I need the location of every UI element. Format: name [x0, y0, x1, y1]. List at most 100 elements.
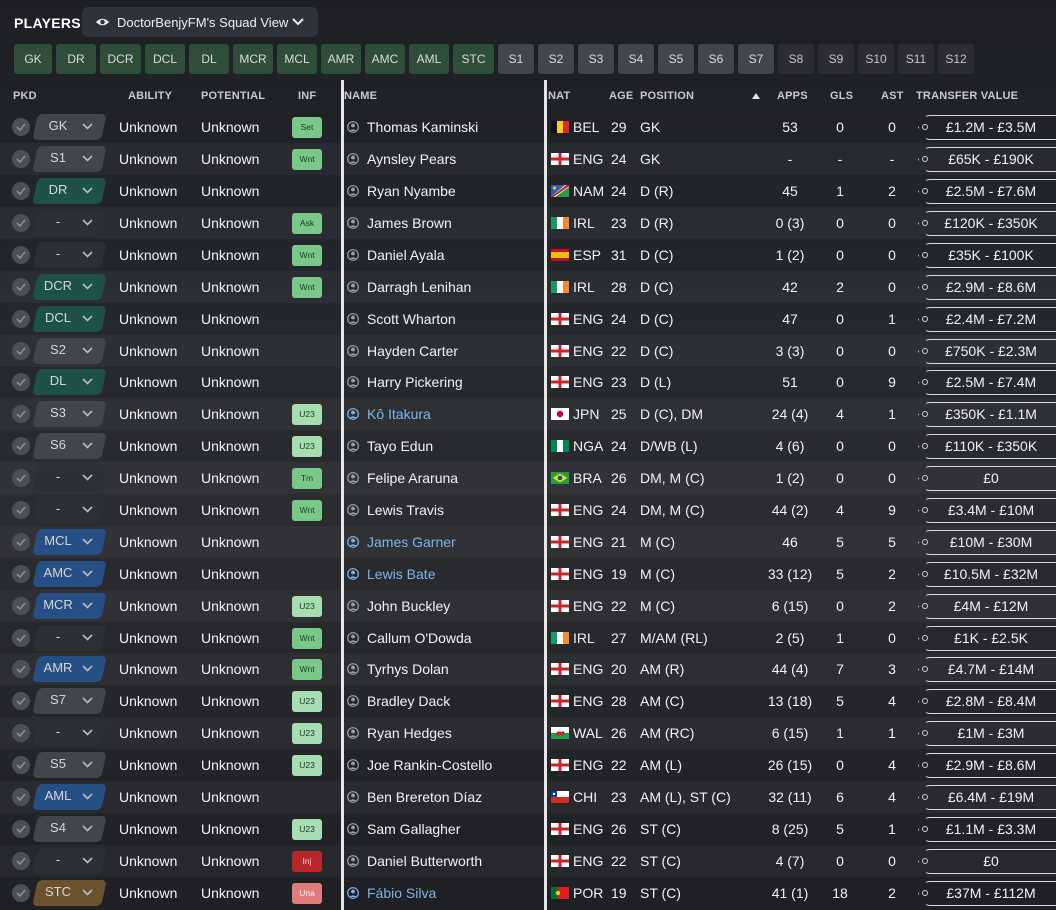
- table-row[interactable]: S4 Unknown Unknown U23 Sam Gallagher ENG 26 ST …: [0, 813, 1056, 845]
- table-row[interactable]: DR Unknown Unknown Ryan Nyambe NAM 24 D (R) 45 1…: [0, 175, 1056, 207]
- transfer-value-tag[interactable]: [918, 594, 1056, 619]
- transfer-value-tag[interactable]: [918, 721, 1056, 746]
- table-row[interactable]: - Unknown Unknown Inj Daniel Butterworth ENG 2…: [0, 845, 1056, 877]
- checkmark-icon[interactable]: [12, 597, 30, 615]
- transfer-value-tag[interactable]: [918, 785, 1056, 810]
- column-header-position[interactable]: POSITION: [640, 90, 695, 102]
- transfer-value-tag[interactable]: [918, 211, 1056, 236]
- tab-s1[interactable]: S1: [498, 44, 534, 74]
- table-row[interactable]: - Unknown Unknown U23 Ryan Hedges WAL 26 AM (RC…: [0, 717, 1056, 749]
- checkmark-icon[interactable]: [12, 692, 30, 710]
- player-name-link[interactable]: Ryan Nyambe: [367, 183, 456, 199]
- column-header-name[interactable]: NAME: [344, 90, 378, 102]
- checkmark-icon[interactable]: [12, 437, 30, 455]
- player-name-link[interactable]: Tayo Edun: [367, 438, 434, 454]
- transfer-value-tag[interactable]: [918, 179, 1056, 204]
- checkmark-icon[interactable]: [12, 246, 30, 264]
- tab-s5[interactable]: S5: [658, 44, 694, 74]
- transfer-value-tag[interactable]: [918, 307, 1056, 332]
- tab-amc[interactable]: AMC: [365, 44, 405, 74]
- checkmark-icon[interactable]: [12, 820, 30, 838]
- player-name-link[interactable]: Felipe Araruna: [367, 470, 459, 486]
- checkmark-icon[interactable]: [12, 118, 30, 136]
- column-header-nat[interactable]: NAT: [548, 90, 571, 102]
- tab-s11[interactable]: S11: [898, 44, 934, 74]
- transfer-value-tag[interactable]: [918, 466, 1056, 491]
- checkmark-icon[interactable]: [12, 405, 30, 423]
- tab-s9[interactable]: S9: [818, 44, 854, 74]
- table-row[interactable]: AMR Unknown Unknown Wnt Tyrhys Dolan ENG 20 AM …: [0, 653, 1056, 685]
- transfer-value-tag[interactable]: [918, 689, 1056, 714]
- tab-stc[interactable]: STC: [453, 44, 494, 74]
- transfer-value-tag[interactable]: [918, 115, 1056, 140]
- player-name-link[interactable]: Callum O'Dowda: [367, 630, 472, 646]
- table-row[interactable]: GK Unknown Unknown Set Thomas Kaminski BEL 29 G…: [0, 111, 1056, 143]
- table-row[interactable]: MCL Unknown Unknown James Garner ENG 21 M (C) 4…: [0, 526, 1056, 558]
- player-name-link[interactable]: Scott Wharton: [367, 311, 456, 327]
- table-row[interactable]: S3 Unknown Unknown U23 Kô Itakura JPN 25 D (C),…: [0, 398, 1056, 430]
- player-name-link[interactable]: Hayden Carter: [367, 343, 459, 359]
- column-header-gls[interactable]: GLS: [830, 90, 854, 102]
- column-header-ability[interactable]: ABILITY: [128, 90, 173, 102]
- table-row[interactable]: - Unknown Unknown Wnt Callum O'Dowda IRL 27 M/A…: [0, 622, 1056, 654]
- tab-dl[interactable]: DL: [189, 44, 229, 74]
- player-name-link[interactable]: Sam Gallagher: [367, 821, 461, 837]
- player-name-link[interactable]: Aynsley Pears: [367, 151, 457, 167]
- tab-s10[interactable]: S10: [858, 44, 894, 74]
- checkmark-icon[interactable]: [12, 469, 30, 487]
- checkmark-icon[interactable]: [12, 310, 30, 328]
- tab-s8[interactable]: S8: [778, 44, 814, 74]
- transfer-value-tag[interactable]: [918, 753, 1056, 778]
- transfer-value-tag[interactable]: [918, 370, 1056, 395]
- player-name-link[interactable]: Kô Itakura: [367, 406, 431, 422]
- transfer-value-tag[interactable]: [918, 817, 1056, 842]
- player-name-link[interactable]: Darragh Lenihan: [367, 279, 472, 295]
- transfer-value-tag[interactable]: [918, 434, 1056, 459]
- player-name-link[interactable]: Thomas Kaminski: [367, 119, 479, 135]
- player-name-link[interactable]: Daniel Ayala: [367, 247, 445, 263]
- tab-s3[interactable]: S3: [578, 44, 614, 74]
- checkmark-icon[interactable]: [12, 852, 30, 870]
- checkmark-icon[interactable]: [12, 373, 30, 391]
- player-name-link[interactable]: Ben Brereton Díaz: [367, 789, 483, 805]
- column-header-transfer-value[interactable]: TRANSFER VALUE: [916, 90, 1019, 102]
- tab-s4[interactable]: S4: [618, 44, 654, 74]
- checkmark-icon[interactable]: [12, 342, 30, 360]
- checkmark-icon[interactable]: [12, 533, 30, 551]
- table-row[interactable]: S5 Unknown Unknown U23 Joe Rankin-Costello EN…: [0, 749, 1056, 781]
- table-row[interactable]: - Unknown Unknown Ask James Brown IRL 23 D (R) 0…: [0, 207, 1056, 239]
- view-selector[interactable]: DoctorBenjyFM's Squad View: [82, 7, 318, 37]
- tab-gk[interactable]: GK: [14, 44, 52, 74]
- player-name-link[interactable]: John Buckley: [367, 598, 451, 614]
- transfer-value-tag[interactable]: [918, 275, 1056, 300]
- player-name-link[interactable]: Tyrhys Dolan: [367, 661, 449, 677]
- player-name-link[interactable]: James Garner: [367, 534, 456, 550]
- player-name-link[interactable]: Ryan Hedges: [367, 725, 452, 741]
- table-row[interactable]: AMC Unknown Unknown Lewis Bate ENG 19 M (C) 33 …: [0, 558, 1056, 590]
- table-row[interactable]: - Unknown Unknown Tm Felipe Araruna BRA 26 DM, …: [0, 462, 1056, 494]
- tab-dcl[interactable]: DCL: [145, 44, 185, 74]
- transfer-value-tag[interactable]: [918, 562, 1056, 587]
- table-row[interactable]: - Unknown Unknown Wnt Lewis Travis ENG 24 DM, M…: [0, 494, 1056, 526]
- tab-s7[interactable]: S7: [738, 44, 774, 74]
- transfer-value-tag[interactable]: [918, 657, 1056, 682]
- player-name-link[interactable]: Lewis Bate: [367, 566, 436, 582]
- transfer-value-tag[interactable]: [918, 849, 1056, 874]
- tab-mcl[interactable]: MCL: [277, 44, 317, 74]
- transfer-value-tag[interactable]: [918, 626, 1056, 651]
- transfer-value-tag[interactable]: [918, 498, 1056, 523]
- checkmark-icon[interactable]: [12, 884, 30, 902]
- transfer-value-tag[interactable]: [918, 402, 1056, 427]
- tab-dcr[interactable]: DCR: [100, 44, 141, 74]
- table-row[interactable]: S2 Unknown Unknown Hayden Carter ENG 22 D (C) 3…: [0, 335, 1056, 367]
- player-name-link[interactable]: Harry Pickering: [367, 374, 463, 390]
- table-row[interactable]: S7 Unknown Unknown U23 Bradley Dack ENG 28 AM (…: [0, 685, 1056, 717]
- table-row[interactable]: - Unknown Unknown Wnt Daniel Ayala ESP 31 D (C)…: [0, 239, 1056, 271]
- checkmark-icon[interactable]: [12, 756, 30, 774]
- tab-s2[interactable]: S2: [538, 44, 574, 74]
- player-name-link[interactable]: Lewis Travis: [367, 502, 445, 518]
- transfer-value-tag[interactable]: [918, 530, 1056, 555]
- player-name-link[interactable]: James Brown: [367, 215, 452, 231]
- player-name-link[interactable]: Bradley Dack: [367, 693, 451, 709]
- player-name-link[interactable]: Daniel Butterworth: [367, 853, 483, 869]
